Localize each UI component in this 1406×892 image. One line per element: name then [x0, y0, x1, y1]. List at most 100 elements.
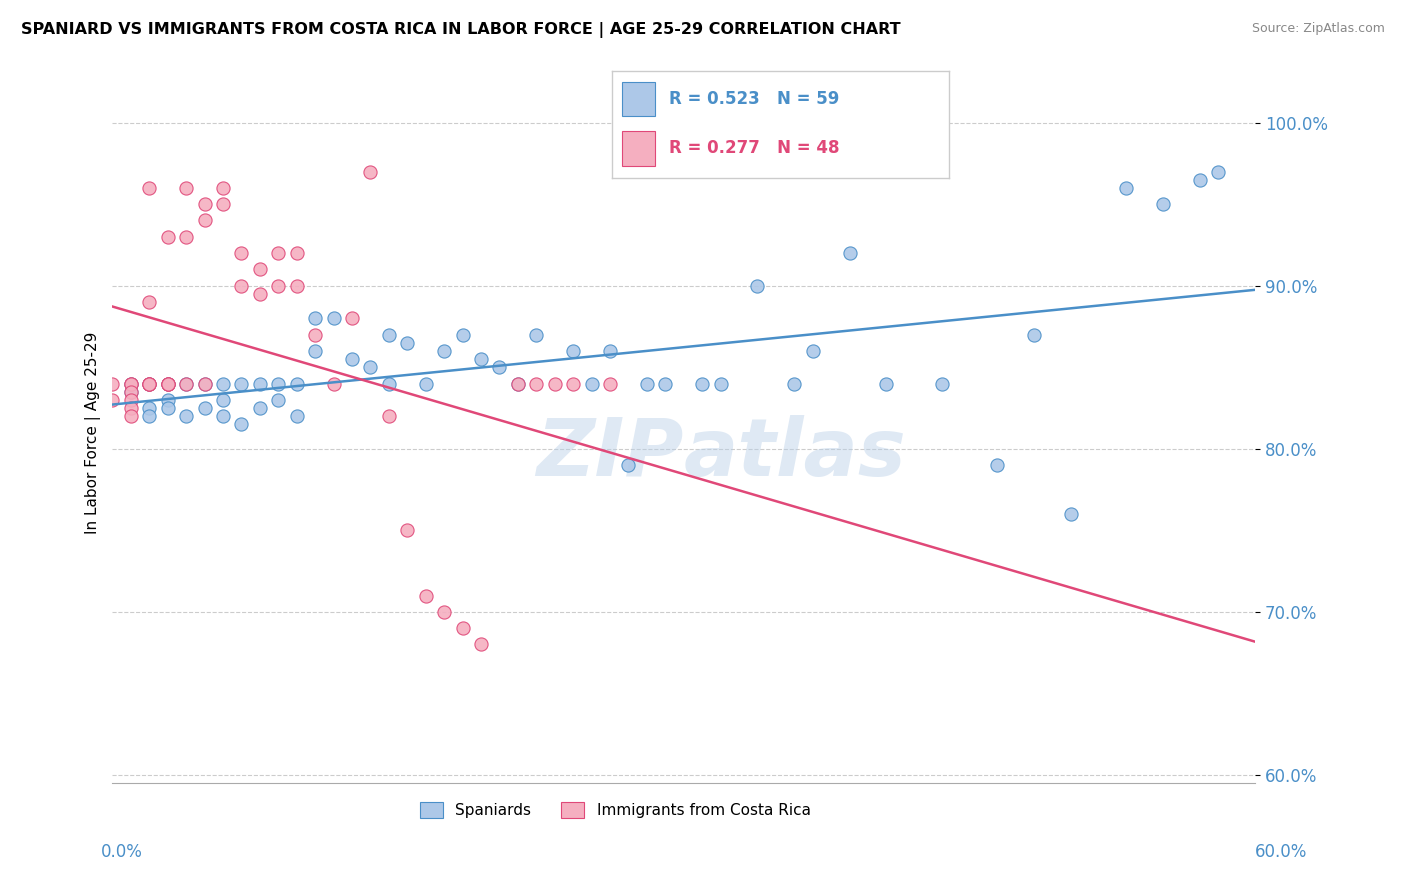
Point [838, 246, 860, 260]
Point [544, 376, 567, 391]
Point [120, 392, 142, 407]
Point [285, 409, 308, 424]
Legend: Spaniards, Immigrants from Costa Rica: Spaniards, Immigrants from Costa Rica [413, 797, 817, 824]
Point [193, 376, 215, 391]
Point [138, 181, 160, 195]
Point [156, 376, 179, 391]
Point [396, 524, 419, 538]
Point [231, 417, 253, 432]
Point [524, 327, 547, 342]
Point [986, 458, 1008, 472]
Point [470, 637, 492, 651]
Point [506, 376, 529, 391]
Point [120, 384, 142, 399]
Point [120, 376, 142, 391]
Point [599, 343, 621, 358]
Point [120, 409, 142, 424]
Point [267, 376, 290, 391]
Point [156, 376, 179, 391]
Point [396, 335, 419, 350]
Point [451, 327, 474, 342]
Point [322, 311, 344, 326]
Point [801, 343, 824, 358]
Text: R = 0.277   N = 48: R = 0.277 N = 48 [669, 139, 839, 157]
Point [267, 392, 290, 407]
Point [156, 376, 179, 391]
Point [156, 392, 179, 407]
Point [174, 409, 197, 424]
Text: Source: ZipAtlas.com: Source: ZipAtlas.com [1251, 22, 1385, 36]
Point [433, 343, 456, 358]
Point [488, 360, 510, 375]
Point [304, 311, 326, 326]
Point [212, 392, 235, 407]
Point [524, 376, 547, 391]
Point [156, 401, 179, 415]
Point [120, 384, 142, 399]
Point [451, 621, 474, 635]
Point [267, 278, 290, 293]
Point [709, 376, 731, 391]
Text: 0.0%: 0.0% [101, 843, 143, 861]
Point [193, 213, 215, 227]
Point [285, 376, 308, 391]
Point [562, 376, 585, 391]
Text: SPANIARD VS IMMIGRANTS FROM COSTA RICA IN LABOR FORCE | AGE 25-29 CORRELATION CH: SPANIARD VS IMMIGRANTS FROM COSTA RICA I… [21, 22, 901, 38]
Point [174, 181, 197, 195]
Point [304, 327, 326, 342]
Point [506, 376, 529, 391]
Point [636, 376, 658, 391]
Point [747, 278, 769, 293]
Point [931, 376, 953, 391]
Point [212, 409, 235, 424]
Point [138, 376, 160, 391]
Point [285, 246, 308, 260]
Point [120, 376, 142, 391]
Point [285, 278, 308, 293]
Bar [621, 82, 655, 116]
Point [304, 343, 326, 358]
Point [617, 458, 640, 472]
Point [231, 376, 253, 391]
Point [193, 401, 215, 415]
Bar [621, 131, 655, 166]
Point [322, 376, 344, 391]
Point [378, 409, 401, 424]
Point [156, 229, 179, 244]
Point [359, 360, 381, 375]
Point [1022, 327, 1045, 342]
Point [654, 376, 676, 391]
Point [174, 376, 197, 391]
Point [470, 352, 492, 367]
Point [138, 401, 160, 415]
Point [378, 327, 401, 342]
Point [1152, 197, 1174, 211]
Point [249, 286, 271, 301]
Point [249, 376, 271, 391]
Point [212, 197, 235, 211]
Point [101, 376, 124, 391]
Point [231, 278, 253, 293]
Point [340, 352, 363, 367]
Point [249, 262, 271, 277]
Point [120, 376, 142, 391]
Point [138, 409, 160, 424]
Point [174, 376, 197, 391]
Point [378, 376, 401, 391]
Point [783, 376, 806, 391]
Point [581, 376, 603, 391]
Point [267, 246, 290, 260]
Text: 60.0%: 60.0% [1256, 843, 1308, 861]
Point [1115, 181, 1137, 195]
Point [690, 376, 713, 391]
Point [415, 376, 437, 391]
Point [193, 197, 215, 211]
Point [1188, 172, 1211, 186]
Point [174, 229, 197, 244]
Point [138, 376, 160, 391]
Point [415, 589, 437, 603]
Point [599, 376, 621, 391]
Text: atlas: atlas [683, 415, 907, 492]
Text: R = 0.523   N = 59: R = 0.523 N = 59 [669, 90, 839, 108]
Point [1206, 164, 1229, 178]
